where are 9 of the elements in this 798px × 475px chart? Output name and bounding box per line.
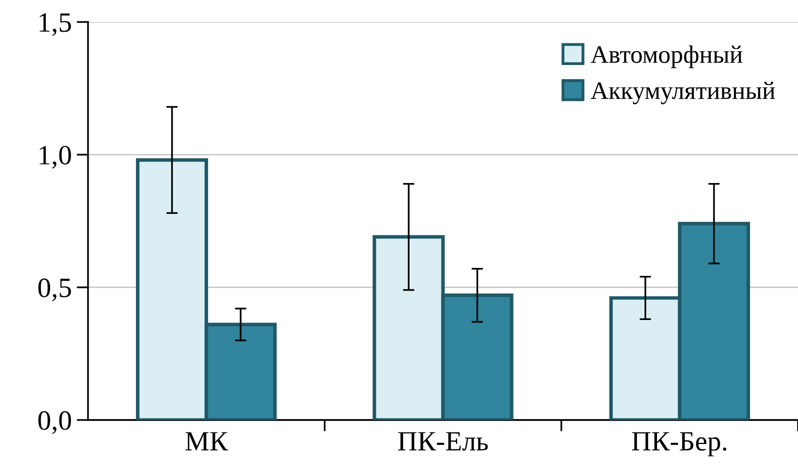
x-tick-label: ПК-Ель	[398, 432, 488, 451]
y-tick-label: 1,5	[40, 13, 71, 36]
y-tick-label: 0,5	[38, 278, 71, 302]
legend-label: Автоморфный	[590, 45, 742, 68]
x-tick-label: ПК-Бер.	[632, 432, 726, 456]
y-tick-label: 1,0	[40, 146, 71, 169]
legend-label: Аккумулятивный	[590, 82, 775, 104]
x-tick-label: МК	[186, 432, 228, 450]
y-tick-label: 0,0	[38, 411, 71, 434]
